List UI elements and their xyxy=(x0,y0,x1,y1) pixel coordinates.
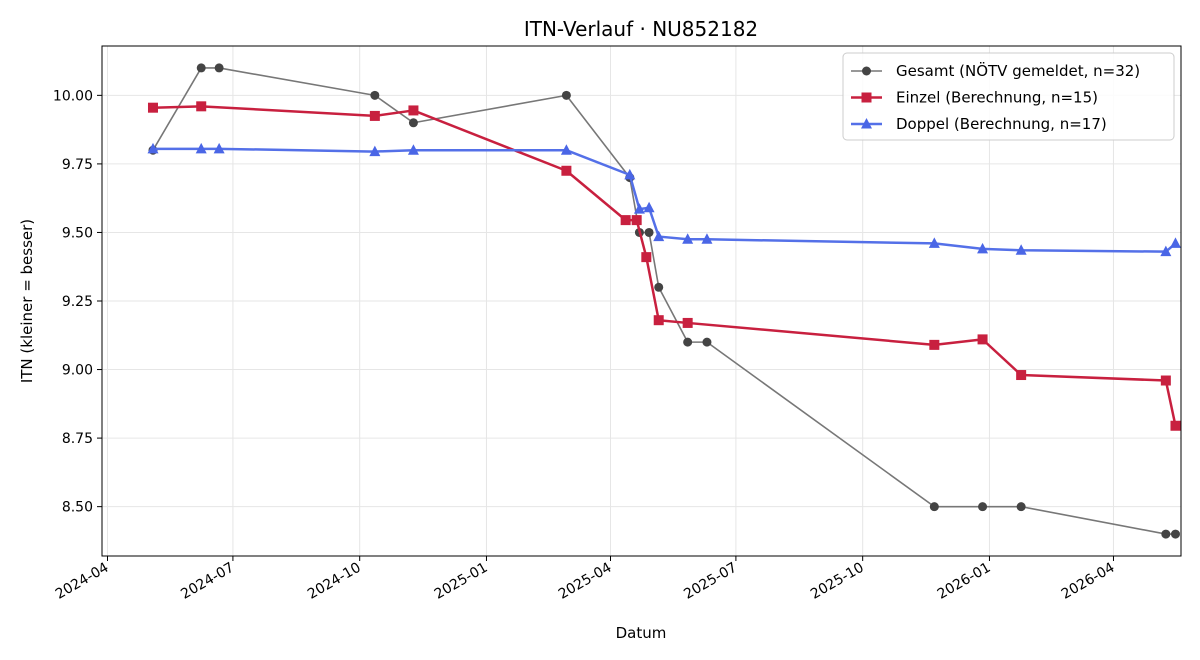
data-point-doppel xyxy=(147,142,159,154)
series-einzel xyxy=(147,101,1181,431)
data-point-doppel xyxy=(560,144,572,155)
data-point-doppel xyxy=(195,142,207,154)
data-point-doppel xyxy=(1169,237,1181,248)
data-point-doppel xyxy=(213,142,225,154)
data-point-einzel xyxy=(929,339,940,350)
data-point-doppel xyxy=(682,233,694,244)
chart-title: ITN-Verlauf · NU852182 xyxy=(524,17,758,41)
data-point-gesamt xyxy=(1016,502,1026,512)
data-point-gesamt xyxy=(561,90,571,100)
data-point-doppel xyxy=(633,203,645,214)
data-point-gesamt xyxy=(370,90,380,100)
legend-marker-gesamt xyxy=(862,66,871,76)
legend-label-gesamt: Gesamt (NÖTV gemeldet, n=32) xyxy=(896,61,1140,80)
x-axis: 2024-04 2024-07 2024-10 2025-01 2025-04 2025-… xyxy=(53,556,1118,603)
data-point-doppel xyxy=(701,233,713,244)
y-tick-label: 8.50 xyxy=(62,500,93,516)
x-tick-label: 2026-04 xyxy=(1059,560,1118,603)
data-point-gesamt xyxy=(196,63,206,73)
data-point-gesamt xyxy=(1170,529,1180,539)
data-point-doppel xyxy=(407,144,419,155)
legend-frame xyxy=(842,52,1175,141)
data-point-gesamt xyxy=(683,337,693,347)
data-point-einzel xyxy=(682,317,693,328)
data-point-gesamt xyxy=(214,63,224,73)
y-tick-label: 9.25 xyxy=(62,294,93,310)
x-tick-label: 2025-10 xyxy=(808,560,867,603)
x-axis-label: Datum xyxy=(616,624,667,642)
y-tick-label: 9.00 xyxy=(62,363,93,379)
legend-label-doppel: Doppel (Berechnung, n=17) xyxy=(896,115,1107,133)
data-point-doppel xyxy=(1160,245,1172,257)
data-point-gesamt xyxy=(1161,529,1171,539)
y-axis: 8.50 8.75 9.00 9.25 9.50 9.75 10.00 xyxy=(53,88,102,516)
data-point-einzel xyxy=(641,252,652,263)
data-point-einzel xyxy=(561,165,572,176)
x-tick-label: 2026-01 xyxy=(935,560,994,603)
data-point-einzel xyxy=(631,215,642,226)
data-point-gesamt xyxy=(929,502,939,512)
y-tick-label: 10.00 xyxy=(53,88,93,104)
x-tick-label: 2025-07 xyxy=(681,560,740,603)
data-point-doppel xyxy=(1015,244,1027,255)
series-layer xyxy=(147,63,1181,539)
y-tick-label: 8.75 xyxy=(62,431,93,447)
data-point-gesamt xyxy=(702,337,712,347)
data-point-gesamt xyxy=(654,282,664,292)
y-tick-label: 9.50 xyxy=(62,225,93,241)
x-tick-label: 2024-10 xyxy=(305,560,364,603)
data-point-doppel xyxy=(928,237,940,248)
data-point-einzel xyxy=(1016,370,1027,381)
x-tick-label: 2024-04 xyxy=(53,560,112,603)
x-tick-label: 2024-07 xyxy=(178,560,237,603)
data-point-doppel xyxy=(624,168,636,180)
x-tick-label: 2025-04 xyxy=(556,560,615,603)
x-tick-label: 2025-01 xyxy=(432,560,491,603)
data-point-einzel xyxy=(620,215,631,226)
y-tick-label: 9.75 xyxy=(62,157,93,173)
data-point-gesamt xyxy=(978,502,988,512)
data-point-einzel xyxy=(147,102,158,113)
data-point-einzel xyxy=(369,110,380,121)
data-point-einzel xyxy=(977,334,988,345)
legend: Gesamt (NÖTV gemeldet, n=32) Einzel (Bere… xyxy=(842,52,1175,141)
data-point-doppel xyxy=(653,230,665,242)
data-point-einzel xyxy=(1170,420,1181,431)
data-point-doppel xyxy=(977,242,989,254)
data-point-einzel xyxy=(1160,375,1171,386)
data-point-gesamt xyxy=(408,118,418,128)
data-point-einzel xyxy=(408,105,419,116)
series-doppel xyxy=(147,142,1181,257)
legend-marker-doppel xyxy=(861,118,872,129)
data-point-einzel xyxy=(196,101,207,112)
data-point-gesamt xyxy=(644,227,654,237)
legend-label-einzel: Einzel (Berechnung, n=15) xyxy=(896,89,1098,107)
data-point-einzel xyxy=(653,315,664,326)
y-axis-label: ITN (kleiner = besser) xyxy=(18,219,36,383)
data-point-doppel xyxy=(369,145,381,157)
data-point-doppel xyxy=(643,201,655,213)
legend-marker-einzel xyxy=(861,92,872,103)
